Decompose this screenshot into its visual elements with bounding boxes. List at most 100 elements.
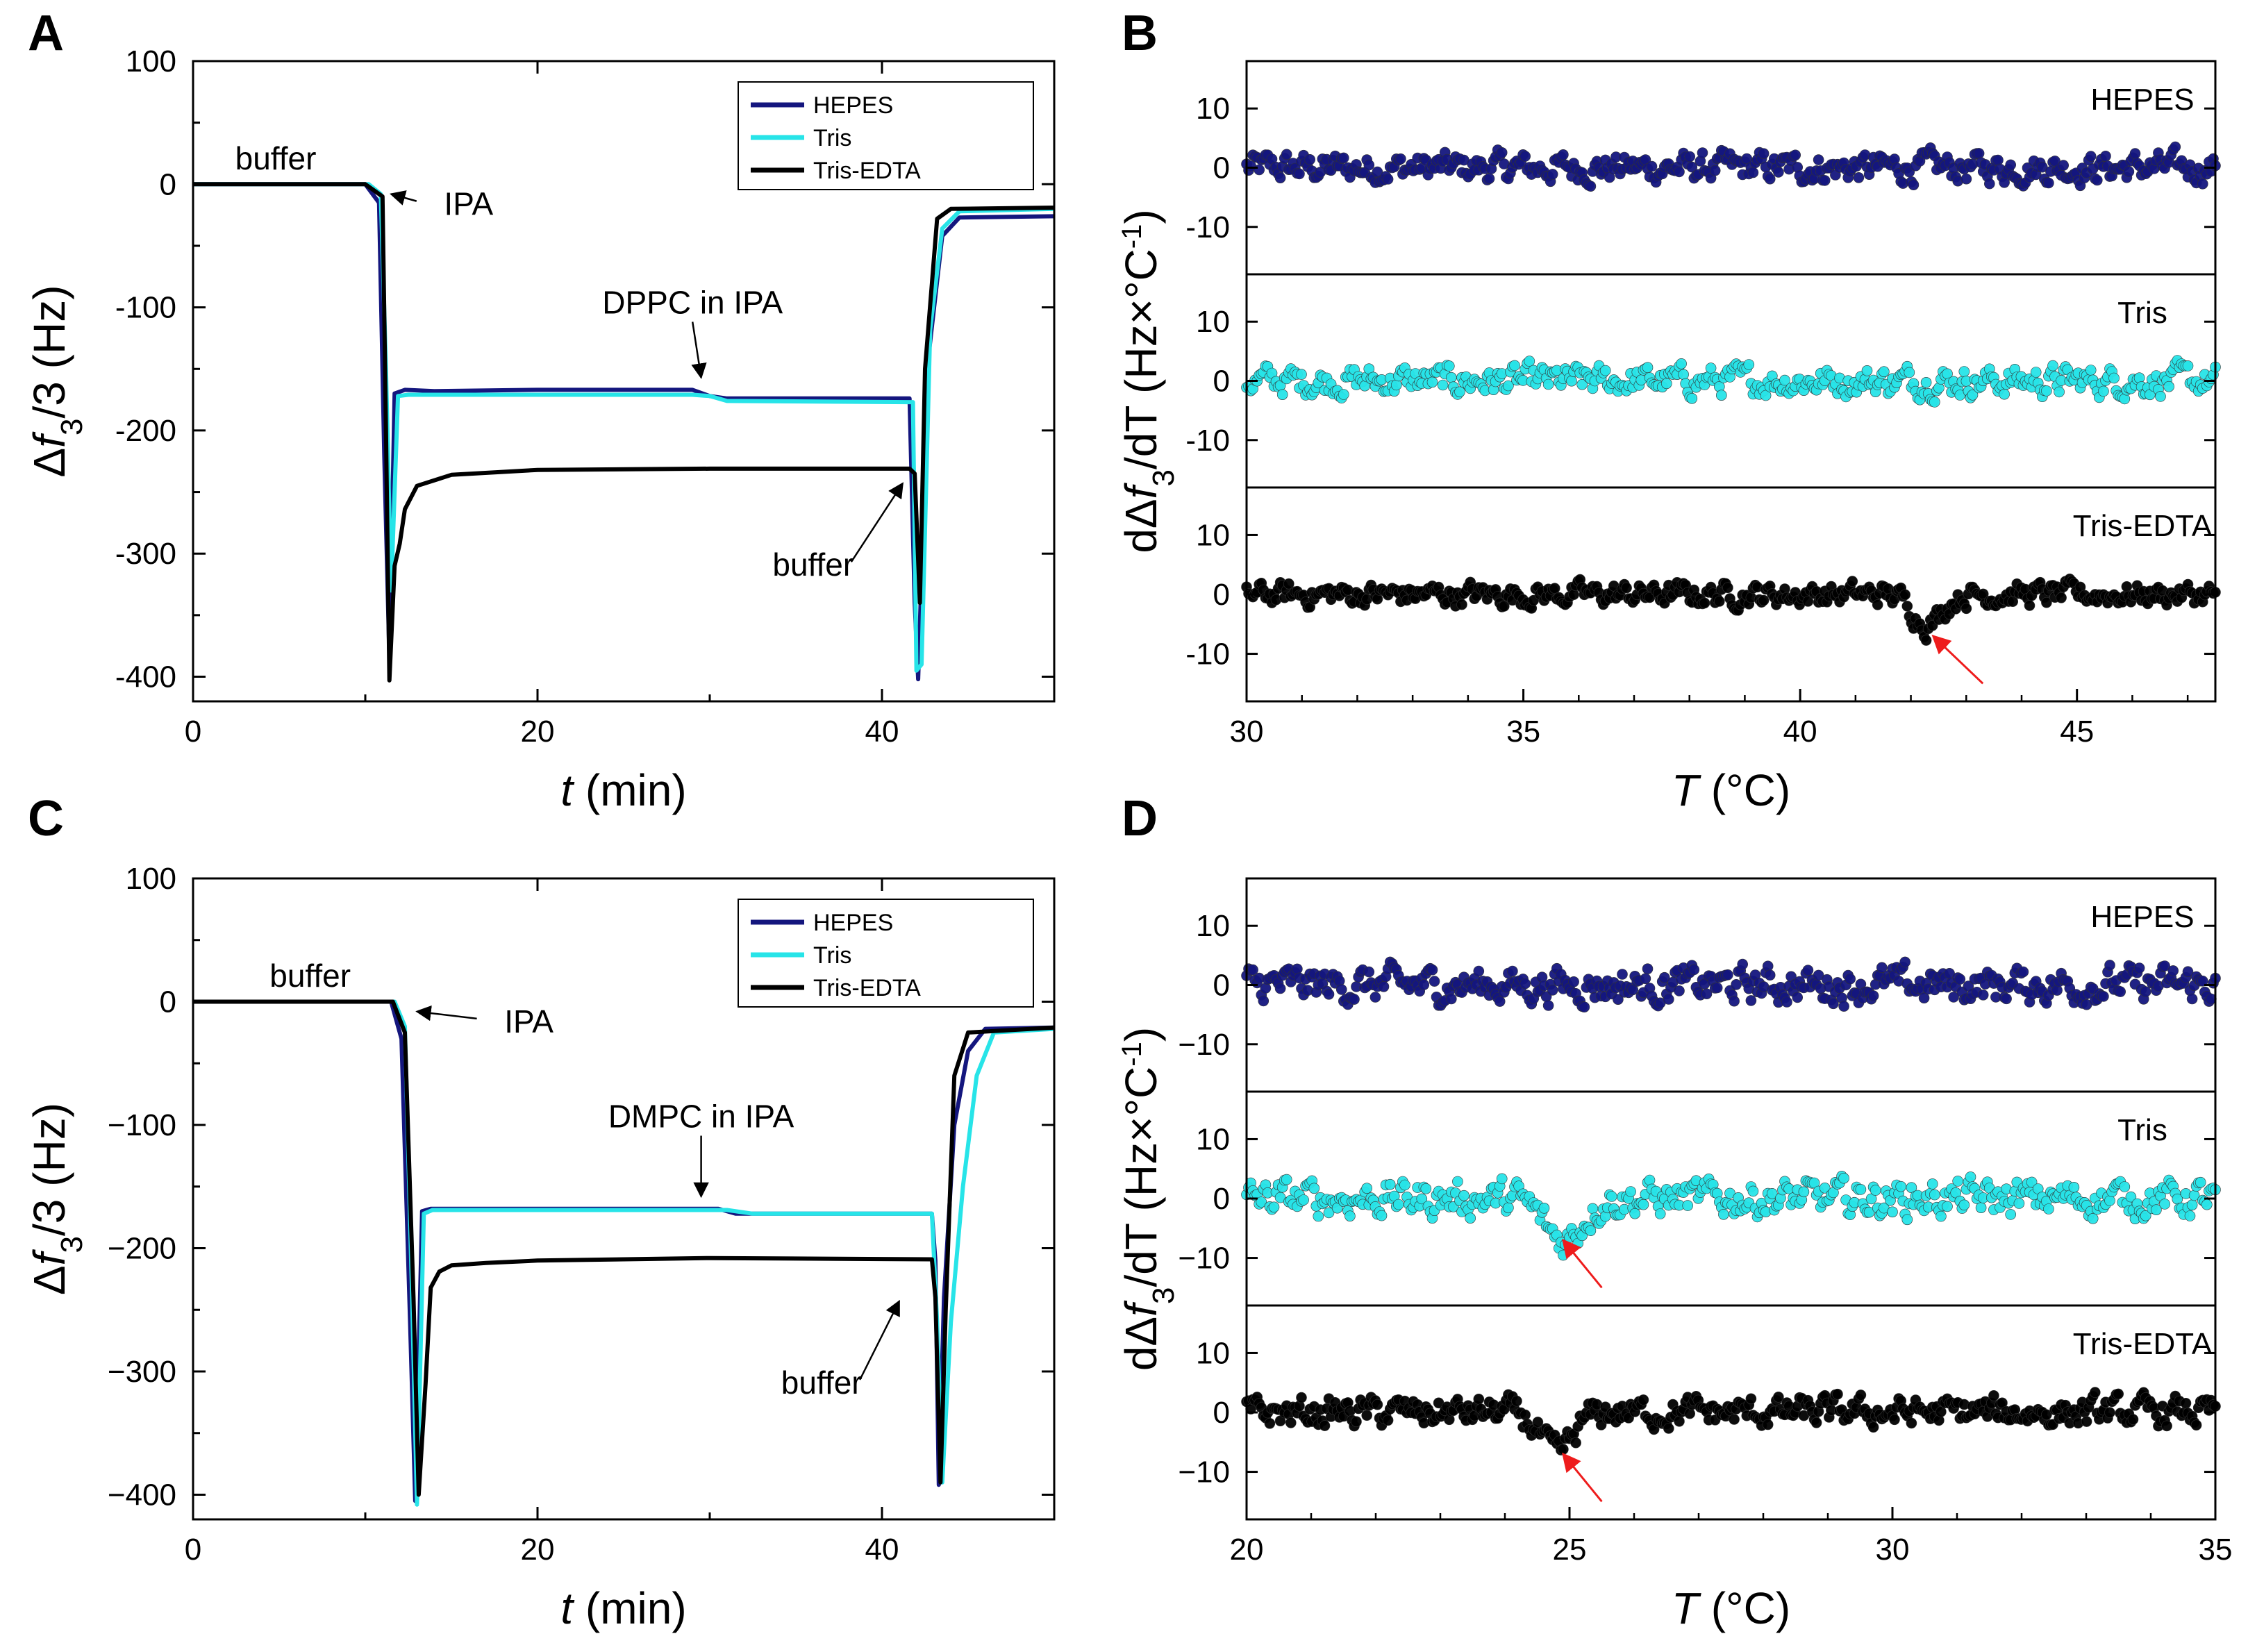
data-point <box>1838 1001 1849 1012</box>
y-axis-sub: 3 <box>1147 1287 1181 1304</box>
data-point <box>1568 589 1579 601</box>
data-point <box>2201 1199 2213 1210</box>
y-tick-label: −10 <box>1178 1242 1230 1276</box>
data-point <box>2005 159 2016 171</box>
y-axis-unit: /dT (Hz×°C <box>1116 1067 1166 1287</box>
data-point <box>2182 360 2194 372</box>
data-point <box>1889 153 1900 165</box>
y-axis-pre: dΔ <box>1116 499 1166 553</box>
data-point <box>1889 1414 1900 1426</box>
transition-arrow <box>1561 1238 1603 1289</box>
x-tick-label: 40 <box>865 1533 899 1567</box>
data-point <box>1363 966 1375 978</box>
data-point <box>1549 583 1560 594</box>
data-point <box>2133 962 2145 974</box>
data-point <box>1446 993 1457 1005</box>
y-tick-label: 10 <box>1196 518 1230 552</box>
y-tick-label: -400 <box>115 660 176 694</box>
data-point <box>1274 172 1286 184</box>
y-tick-label: 100 <box>126 862 176 896</box>
data-point <box>1351 1416 1362 1427</box>
data-point <box>1926 1178 1938 1190</box>
data-point <box>1773 167 1784 178</box>
data-point <box>1762 960 1774 972</box>
data-point <box>1418 979 1430 990</box>
data-point <box>1378 981 1390 992</box>
data-point <box>1446 372 1457 383</box>
data-point <box>2115 986 2126 997</box>
y-axis-close: ) <box>1116 1027 1166 1042</box>
data-point <box>2123 166 2135 177</box>
annotation-label: DPPC in IPA <box>602 284 783 320</box>
data-point <box>1456 599 1467 610</box>
data-point <box>1920 635 1932 646</box>
data-point <box>1323 989 1335 1000</box>
legend-label: Tris <box>813 125 851 151</box>
data-point <box>1585 181 1597 192</box>
data-point <box>1570 1437 1581 1449</box>
data-point <box>1790 149 1801 161</box>
data-point <box>1895 1180 1906 1192</box>
y-tick-label: 0 <box>1213 1396 1230 1430</box>
data-point <box>1676 358 1687 369</box>
data-point <box>1722 582 1733 594</box>
data-point <box>1948 992 1959 1003</box>
data-point <box>2151 1204 2162 1215</box>
x-axis-var: t <box>560 1583 574 1633</box>
annotation-arrow <box>850 482 904 562</box>
data-point <box>1294 168 1305 180</box>
legend-label: HEPES <box>813 92 893 119</box>
x-tick-label: 30 <box>1230 715 1264 749</box>
data-point <box>1674 985 1685 996</box>
data-point <box>2030 367 2042 378</box>
data-point <box>1901 601 1913 612</box>
data-point <box>1663 994 1674 1005</box>
data-point <box>1810 1417 1822 1428</box>
data-point <box>1416 1193 1428 1205</box>
y-tick-label: 100 <box>126 44 176 78</box>
data-point <box>2127 1414 2139 1425</box>
data-point <box>1861 365 1873 376</box>
data-point <box>1292 963 1303 975</box>
plot-frame <box>192 877 1056 1521</box>
data-point <box>1802 965 1814 976</box>
data-point <box>1361 1183 1372 1194</box>
y-tick-label: -10 <box>1185 210 1230 244</box>
data-point <box>1699 597 1710 609</box>
data-point <box>1258 995 1269 1007</box>
y-tick-label: 10 <box>1196 1122 1230 1156</box>
data-point <box>1308 1183 1320 1194</box>
data-point <box>1296 1392 1307 1403</box>
data-point <box>2087 1213 2099 1224</box>
data-point <box>2085 151 2097 162</box>
data-point <box>2180 1398 2192 1409</box>
data-point <box>1792 992 1803 1003</box>
data-point <box>2119 1181 2131 1192</box>
data-point <box>1319 1420 1331 1431</box>
data-point <box>1323 1207 1335 1219</box>
data-point <box>1621 582 1632 594</box>
y-tick-label: −300 <box>108 1355 176 1389</box>
data-point <box>1745 995 1757 1006</box>
strip-label: HEPES <box>2090 900 2194 934</box>
data-point <box>1872 599 1883 610</box>
y-tick-label: -10 <box>1185 424 1230 458</box>
data-point <box>1429 976 1440 987</box>
strip-label: Tris <box>2117 1113 2167 1147</box>
x-tick-label: 40 <box>1783 715 1817 749</box>
x-axis-var: T <box>1672 1583 1701 1633</box>
y-tick-label: 10 <box>1196 1336 1230 1370</box>
data-point <box>1887 1206 1898 1218</box>
data-point <box>1454 386 1465 398</box>
legend-label: Tris-EDTA <box>813 158 921 184</box>
data-point <box>1758 594 1770 606</box>
legend: HEPES Tris Tris-EDTA <box>738 81 1034 190</box>
data-point <box>1511 1395 1522 1407</box>
data-point <box>1458 1190 1469 1201</box>
data-point <box>1855 1390 1867 1401</box>
data-point <box>1399 1179 1410 1191</box>
data-point <box>1613 994 1624 1005</box>
data-point <box>1867 990 1879 1001</box>
data-point <box>2090 1387 2101 1398</box>
data-point <box>1682 1200 1693 1211</box>
